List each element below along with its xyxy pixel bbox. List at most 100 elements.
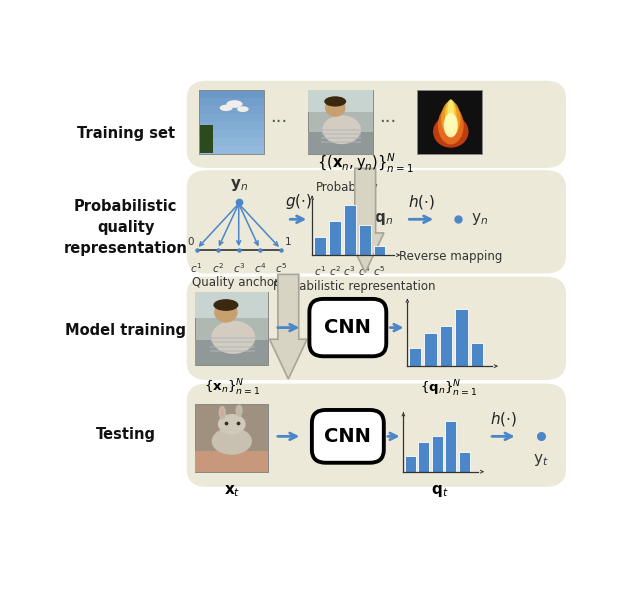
Bar [199,90,264,98]
Bar [195,340,269,365]
Bar [314,237,326,255]
Bar [195,292,269,318]
Bar [199,106,264,114]
Text: CNN: CNN [324,427,371,446]
Bar [374,246,385,255]
Text: Probability: Probability [316,181,379,194]
Bar [199,98,264,106]
Text: $\mathbf{x}_t$: $\mathbf{x}_t$ [223,483,240,499]
Ellipse shape [218,414,246,434]
Bar [199,90,264,154]
Bar [308,132,372,154]
Bar [199,122,264,130]
Ellipse shape [433,116,468,148]
Text: $c^1$: $c^1$ [314,264,326,278]
Text: ···: ··· [379,113,396,131]
Text: $c^3$: $c^3$ [344,264,356,278]
Text: $c^1$: $c^1$ [191,262,203,275]
Text: $h(\cdot)$: $h(\cdot)$ [490,410,516,428]
FancyBboxPatch shape [187,384,566,487]
Text: Testing: Testing [95,427,156,442]
Bar [321,129,361,131]
Bar [328,221,340,255]
Ellipse shape [227,100,243,108]
Text: $\{\mathbf{x}_n\}_{n=1}^N$: $\{\mathbf{x}_n\}_{n=1}^N$ [204,378,260,398]
Ellipse shape [220,105,232,111]
Ellipse shape [212,427,252,455]
Bar [358,225,371,255]
Text: $\{\mathbf{q}_n\}_{n=1}^N$: $\{\mathbf{q}_n\}_{n=1}^N$ [420,379,477,399]
FancyBboxPatch shape [187,80,566,168]
Text: Probabilistic representation: Probabilistic representation [273,280,436,293]
Bar [321,141,361,142]
FancyBboxPatch shape [312,410,384,462]
Text: 0: 0 [188,237,194,247]
Ellipse shape [444,113,458,138]
Text: Quality anchors: Quality anchors [192,276,285,288]
Text: $h(\cdot)$: $h(\cdot)$ [408,194,435,212]
Bar [195,292,269,365]
Bar [344,204,356,255]
FancyArrow shape [269,274,307,379]
Text: Reverse mapping: Reverse mapping [399,250,502,263]
Text: ···: ··· [270,113,287,131]
Ellipse shape [438,106,464,144]
Bar [409,348,421,366]
FancyBboxPatch shape [187,277,566,380]
Bar [432,436,443,471]
Bar [195,403,269,471]
Bar [424,333,436,366]
Text: $c^2$: $c^2$ [328,264,340,278]
Bar [210,337,255,339]
Text: $g(\cdot)$: $g(\cdot)$ [285,193,312,212]
Ellipse shape [445,100,456,132]
Ellipse shape [236,405,243,417]
Ellipse shape [323,115,361,144]
Text: Training set: Training set [77,126,175,141]
Text: 1: 1 [285,237,291,247]
Bar [199,138,264,146]
Text: $c^3$: $c^3$ [232,262,245,275]
Text: $\mathrm{y}_t$: $\mathrm{y}_t$ [533,452,549,468]
Bar [440,326,452,366]
Bar [417,90,482,154]
Bar [404,455,415,471]
Text: $c^2$: $c^2$ [212,262,223,275]
Text: $c^5$: $c^5$ [374,264,385,278]
FancyBboxPatch shape [309,299,387,356]
Ellipse shape [211,321,255,354]
Text: $\mathbf{q}_t$: $\mathbf{q}_t$ [431,483,448,499]
Ellipse shape [213,299,238,311]
Text: Model training: Model training [65,323,186,339]
Bar [308,90,372,113]
Text: $\mathbf{y}_n$: $\mathbf{y}_n$ [230,177,248,193]
Bar [195,451,269,471]
Bar [321,137,361,139]
Ellipse shape [447,100,454,125]
Ellipse shape [237,106,249,112]
Bar [210,346,255,347]
Bar [445,421,456,471]
Text: $\{(\mathbf{x}_n,\mathrm{y}_n)\}_{n=1}^N$: $\{(\mathbf{x}_n,\mathrm{y}_n)\}_{n=1}^N… [317,152,413,175]
Bar [199,114,264,122]
Text: $c^4$: $c^4$ [358,264,371,278]
Bar [199,146,264,154]
Text: $c^4$: $c^4$ [253,262,266,275]
FancyArrow shape [346,168,384,272]
Ellipse shape [219,406,226,420]
Text: $\mathbf{q}_n$: $\mathbf{q}_n$ [374,210,393,226]
Bar [321,134,361,135]
Bar [308,90,372,154]
Bar [470,343,483,366]
Bar [199,130,264,138]
Ellipse shape [214,302,237,322]
Text: $c^5$: $c^5$ [275,262,287,275]
Ellipse shape [325,99,346,117]
Ellipse shape [441,101,461,136]
FancyBboxPatch shape [187,170,566,274]
Text: CNN: CNN [324,318,371,337]
Text: $\mathrm{y}_n$: $\mathrm{y}_n$ [471,212,488,227]
Bar [459,452,470,471]
Bar [455,309,468,366]
Ellipse shape [324,97,346,107]
